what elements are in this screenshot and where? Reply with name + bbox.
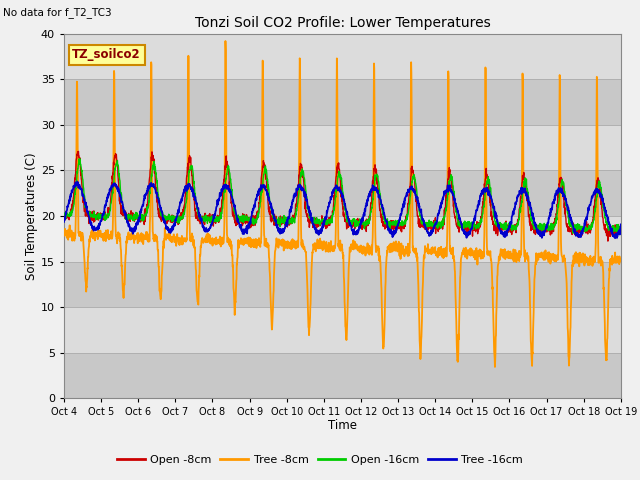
X-axis label: Time: Time <box>328 419 357 432</box>
Bar <box>64 216 621 262</box>
Bar <box>64 170 621 216</box>
Text: TZ_soilco2: TZ_soilco2 <box>72 48 141 61</box>
Bar <box>64 262 621 307</box>
Bar <box>64 125 621 170</box>
Bar <box>64 307 621 353</box>
Legend: Open -8cm, Tree -8cm, Open -16cm, Tree -16cm: Open -8cm, Tree -8cm, Open -16cm, Tree -… <box>113 451 527 469</box>
Bar <box>64 79 621 125</box>
Bar <box>64 34 621 79</box>
Bar <box>64 353 621 398</box>
Text: No data for f_T2_TC3: No data for f_T2_TC3 <box>3 7 112 18</box>
Title: Tonzi Soil CO2 Profile: Lower Temperatures: Tonzi Soil CO2 Profile: Lower Temperatur… <box>195 16 490 30</box>
Y-axis label: Soil Temperatures (C): Soil Temperatures (C) <box>25 152 38 280</box>
